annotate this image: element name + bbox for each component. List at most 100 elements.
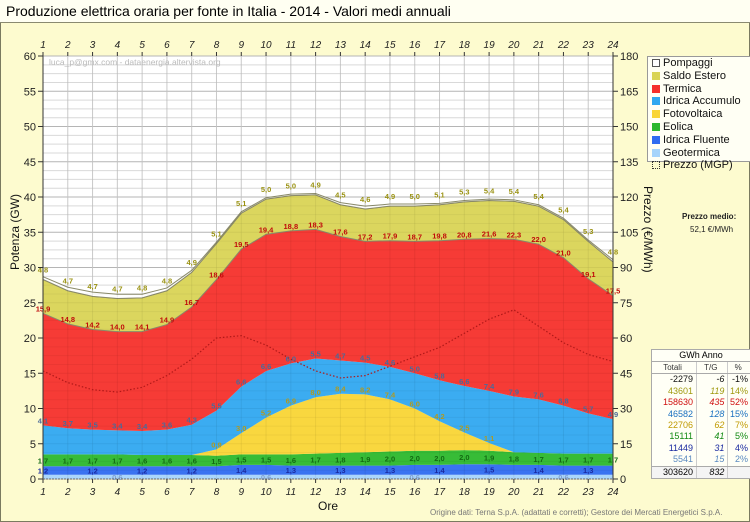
y-tick-label: 15: [24, 368, 36, 380]
y2-tick-label: 75: [620, 298, 632, 310]
value-label: 1,7: [87, 456, 97, 465]
x-tick-label-top: 9: [238, 40, 244, 51]
value-label: 4,7: [63, 277, 73, 286]
value-label: 5,4: [533, 192, 544, 201]
value-label: 5,3: [459, 188, 469, 197]
value-label: 14,2: [85, 321, 100, 330]
price-line: [42, 309, 614, 393]
value-label: 0,6: [410, 473, 420, 482]
value-label: 2,5: [459, 423, 469, 432]
x-tick-label-top: 19: [484, 40, 496, 51]
y-tick-label: 20: [24, 333, 36, 345]
value-label: 6,8: [558, 397, 568, 406]
value-label: 0,6: [558, 473, 568, 482]
y-tick-label: 60: [24, 51, 36, 63]
value-label: 5,3: [583, 227, 593, 236]
value-label: 2,0: [410, 454, 420, 463]
x-tick-label: 7: [189, 487, 195, 498]
value-label: 8,4: [335, 385, 346, 394]
value-label: 14,1: [135, 323, 150, 332]
value-label: 5,7: [583, 404, 593, 413]
value-label: 19,8: [432, 232, 447, 241]
y2-tick-label: 30: [620, 404, 632, 416]
value-label: 3,6: [162, 421, 172, 430]
value-label: 7,6: [533, 390, 543, 399]
area-fotovoltaica: [43, 393, 613, 456]
energy-table: GWh Anno Totali T/G % -2279 -6 -1% 43601 119…: [651, 349, 750, 479]
table-title: GWh Anno: [652, 350, 750, 362]
value-label: 1,8: [335, 455, 345, 464]
swatch-icon: [652, 135, 660, 144]
value-label: 5,4: [484, 186, 495, 195]
value-label: 6,6: [236, 378, 246, 387]
x-tick-label: 13: [335, 487, 347, 498]
value-label: 17,9: [383, 232, 398, 241]
value-label: 5,1: [211, 229, 221, 238]
x-tick-label-top: 23: [582, 40, 595, 51]
value-label: 21,0: [556, 249, 571, 258]
x-tick-label: 20: [507, 487, 520, 498]
y2-tick-label: 45: [620, 368, 632, 380]
swatch-icon: [652, 97, 660, 106]
x-tick-label-top: 21: [532, 40, 544, 51]
area-termica: [43, 229, 613, 432]
hollow-square-icon: [652, 59, 660, 67]
value-label: 6,6: [261, 362, 271, 371]
swatch-icon: [652, 110, 660, 119]
area-eolica: [43, 450, 613, 467]
value-label: 1,8: [509, 455, 519, 464]
x-tick-label-top: 2: [64, 40, 71, 51]
legend-item-eolica: Eolica: [648, 121, 750, 134]
table-header: Totali T/G %: [652, 362, 750, 375]
table-row: 22706 62 7%: [652, 419, 750, 432]
value-label: 5,5: [211, 402, 221, 411]
x-tick-label: 10: [260, 487, 272, 498]
value-label: 19,1: [581, 270, 596, 279]
value-label: 1,3: [583, 466, 593, 475]
x-tick-label-top: 5: [139, 40, 145, 51]
x-tick-label-top: 20: [507, 40, 520, 51]
x-tick-label-top: 10: [260, 40, 272, 51]
value-label: 1,6: [137, 457, 147, 466]
x-tick-label: 24: [606, 487, 619, 498]
value-label: 1,7: [112, 456, 122, 465]
y-tick-label: 0: [30, 474, 36, 486]
legend-item-prezzo: Prezzo (MGP): [648, 159, 750, 172]
value-label: 1,7: [533, 455, 543, 464]
value-label: 6,0: [410, 400, 420, 409]
value-label: 4,2: [434, 412, 444, 421]
y2-tick-label: 120: [620, 192, 638, 204]
y-tick-label: 55: [24, 86, 36, 98]
swatch-icon: [652, 84, 660, 93]
x-tick-label: 5: [139, 487, 145, 498]
value-label: 18,3: [308, 220, 323, 229]
x-tick-label-top: 7: [189, 40, 195, 51]
x-tick-label-top: 12: [310, 40, 322, 51]
value-label: 3,5: [87, 421, 97, 430]
value-label: 1,7: [310, 456, 320, 465]
price-avg-label: Prezzo medio:: [682, 212, 737, 221]
value-label: 14,8: [60, 315, 75, 324]
area-idrica-fluente: [43, 464, 613, 475]
value-label: 1,6: [286, 456, 296, 465]
value-label: 5,0: [261, 185, 271, 194]
title-bar: Produzione elettrica oraria per fonte in…: [0, 0, 750, 23]
value-label: 5,2: [261, 409, 271, 418]
swatch-icon: [652, 122, 660, 131]
price-avg-value: 52,1 €/MWh: [690, 225, 734, 234]
value-label: 4,7: [112, 284, 122, 293]
value-label: 4,9: [310, 181, 320, 190]
value-label: 1,3: [335, 466, 345, 475]
value-label: 19,5: [234, 240, 249, 249]
value-label: 8,0: [310, 388, 320, 397]
y-tick-label: 50: [24, 122, 36, 134]
value-label: 6,9: [286, 397, 296, 406]
value-label: 1,4: [236, 466, 247, 475]
value-label: 22,3: [507, 230, 522, 239]
value-label: 1,4: [434, 466, 445, 475]
value-label: 17,6: [333, 227, 348, 236]
x-tick-label: 2: [64, 487, 71, 498]
x-tick-label-top: 3: [90, 40, 96, 51]
value-label: 4,9: [385, 192, 395, 201]
value-label: 1,5: [484, 465, 494, 474]
